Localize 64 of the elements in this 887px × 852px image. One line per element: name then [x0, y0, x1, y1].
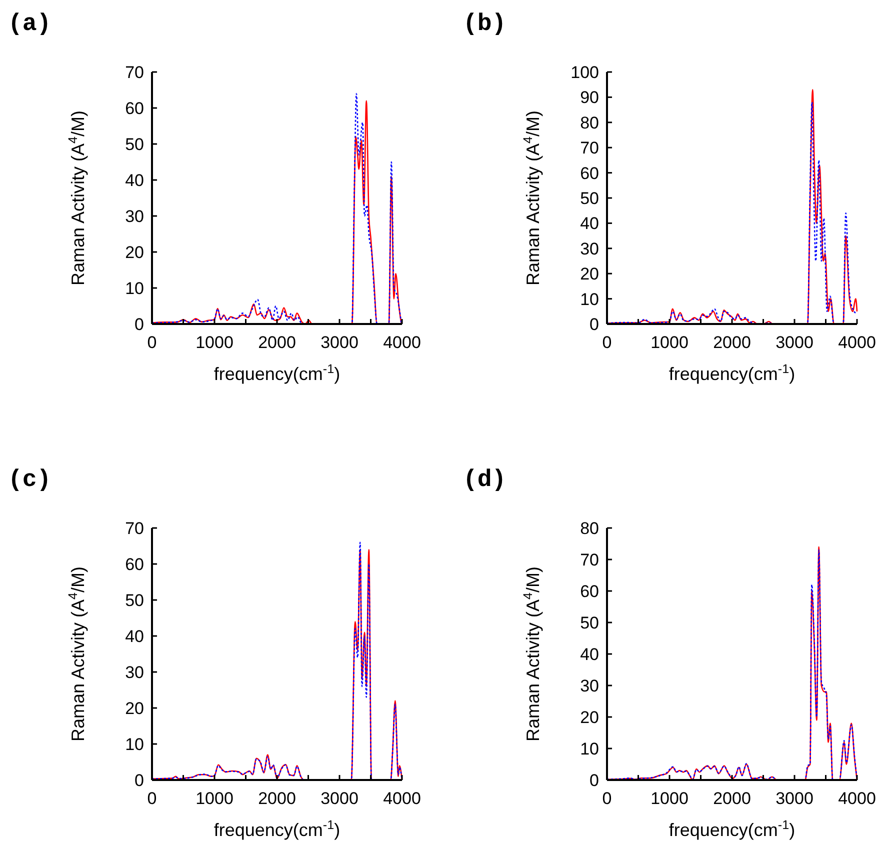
y-tick-label: 20 [580, 264, 599, 284]
y-tick-label: 80 [580, 519, 599, 538]
y-tick-label: 40 [580, 645, 599, 664]
y-tick-label: 30 [580, 239, 599, 258]
x-axis-title: frequency(cm$^{-1}$) [668, 362, 796, 384]
y-tick-label: 70 [125, 519, 144, 538]
x-axis-title: frequency(cm$^{-1}$) [214, 818, 340, 840]
y-tick-label: 10 [125, 279, 144, 298]
x-tick-label: 1000 [196, 333, 234, 352]
y-tick-label: 70 [125, 63, 144, 82]
x-tick-label: 1000 [650, 333, 688, 352]
y-tick-label: 50 [580, 189, 599, 208]
y-tick-label: 20 [125, 243, 144, 262]
y-tick-label: 20 [125, 699, 144, 718]
x-tick-label: 2000 [258, 789, 296, 808]
y-tick-label: 0 [134, 315, 144, 334]
y-tick-label: 70 [580, 138, 599, 158]
y-tick-label: 60 [580, 582, 599, 601]
x-tick-label: 3000 [320, 333, 358, 352]
y-tick-label: 70 [580, 550, 599, 570]
x-tick-label: 4000 [383, 333, 421, 352]
y-tick-label: 0 [590, 771, 599, 790]
y-tick-label: 80 [580, 113, 599, 132]
y-tick-label: 50 [125, 135, 144, 154]
y-tick-label: 10 [580, 290, 599, 309]
y-tick-label: 60 [125, 555, 144, 574]
y-tick-label: 40 [125, 171, 144, 190]
chart-title: (a) [8, 11, 52, 38]
x-tick-label: 3000 [776, 333, 814, 352]
x-axis-title: frequency(cm$^{-1}$) [214, 362, 340, 384]
y-tick-label: 30 [125, 663, 144, 682]
x-tick-label: 2000 [258, 333, 296, 352]
chart-title: (b) [463, 11, 506, 38]
y-tick-label: 60 [580, 164, 599, 183]
y-tick-label: 10 [125, 735, 144, 754]
y-tick-label: 40 [580, 214, 599, 234]
y-tick-label: 60 [125, 99, 144, 118]
x-tick-label: 0 [602, 333, 612, 352]
x-tick-label: 4000 [838, 333, 876, 352]
y-tick-label: 0 [590, 315, 599, 334]
y-tick-label: 50 [125, 591, 144, 610]
x-tick-label: 1000 [650, 789, 688, 808]
y-tick-label: 40 [125, 627, 144, 646]
chart-title: (c) [8, 467, 52, 494]
y-tick-label: 30 [580, 676, 599, 696]
x-tick-label: 1000 [196, 789, 234, 808]
x-tick-label: 0 [602, 789, 612, 808]
y-tick-label: 0 [134, 771, 144, 790]
x-tick-label: 0 [147, 789, 157, 808]
x-tick-label: 2000 [713, 789, 751, 808]
y-tick-label: 100 [570, 63, 599, 82]
x-tick-label: 2000 [713, 333, 751, 352]
x-tick-label: 3000 [320, 789, 358, 808]
y-tick-label: 50 [580, 614, 599, 632]
x-tick-label: 4000 [838, 789, 876, 808]
y-tick-label: 10 [580, 740, 599, 758]
chart-title: (d) [463, 467, 506, 494]
y-tick-label: 20 [580, 708, 599, 727]
y-tick-label: 30 [125, 207, 144, 226]
x-tick-label: 0 [147, 333, 157, 352]
x-tick-label: 3000 [776, 789, 814, 808]
x-tick-label: 4000 [383, 789, 421, 808]
y-tick-label: 90 [580, 88, 599, 108]
x-axis-title: frequency(cm$^{-1}$) [668, 818, 796, 840]
